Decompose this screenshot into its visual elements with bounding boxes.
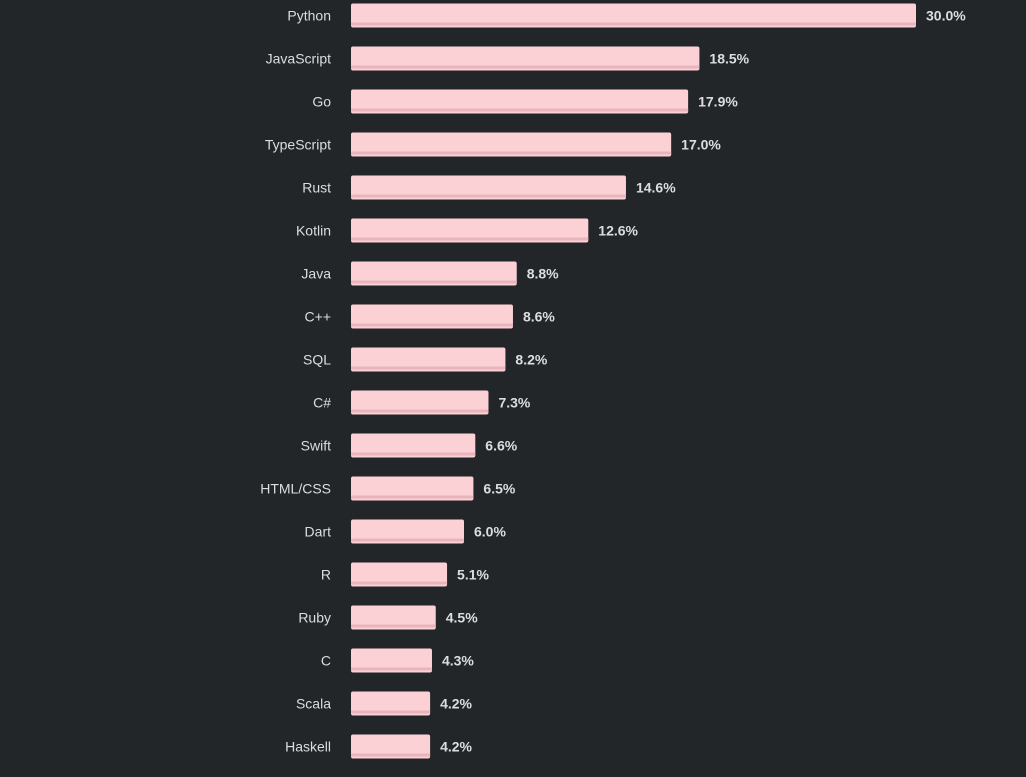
value-label: 17.0% bbox=[681, 137, 721, 153]
bar-shade bbox=[351, 710, 431, 714]
bar-row: Swift 6.6% bbox=[301, 433, 518, 458]
bar-shade bbox=[351, 194, 626, 198]
bar-shade bbox=[351, 495, 474, 499]
bar bbox=[351, 390, 489, 415]
bar-row: Haskell 4.2% bbox=[285, 734, 473, 759]
bar-shade bbox=[351, 753, 431, 757]
category-label: Dart bbox=[305, 524, 332, 540]
value-label: 6.5% bbox=[483, 481, 515, 497]
bar-row: SQL 8.2% bbox=[303, 347, 548, 372]
bar bbox=[351, 132, 672, 157]
bars-group: Python 30.0% JavaScript 18.5% Go 17.9% TypeScr… bbox=[260, 3, 966, 759]
category-label: Rust bbox=[302, 180, 331, 196]
value-label: 12.6% bbox=[598, 223, 638, 239]
bar-row: Java 8.8% bbox=[301, 261, 559, 286]
category-label: Scala bbox=[296, 696, 331, 712]
bar-shade bbox=[351, 667, 432, 671]
value-label: 8.6% bbox=[523, 309, 555, 325]
value-label: 4.2% bbox=[440, 696, 472, 712]
value-label: 18.5% bbox=[709, 51, 749, 67]
bar bbox=[351, 175, 626, 200]
bar-row: C 4.3% bbox=[321, 648, 474, 673]
bar bbox=[351, 605, 436, 630]
category-label: Ruby bbox=[298, 610, 331, 626]
category-label: Kotlin bbox=[296, 223, 331, 239]
bar bbox=[351, 433, 476, 458]
value-label: 14.6% bbox=[636, 180, 676, 196]
bar-shade bbox=[351, 108, 689, 112]
bar-row: JavaScript 18.5% bbox=[266, 46, 750, 71]
bar bbox=[351, 46, 700, 71]
category-label: C# bbox=[313, 395, 331, 411]
category-label: R bbox=[321, 567, 331, 583]
value-label: 6.0% bbox=[474, 524, 506, 540]
category-label: Go bbox=[312, 94, 331, 110]
bar-shade bbox=[351, 452, 476, 456]
bar bbox=[351, 476, 474, 501]
value-label: 6.6% bbox=[485, 438, 517, 454]
bar-shade bbox=[351, 151, 672, 155]
value-label: 7.3% bbox=[498, 395, 530, 411]
bar-shade bbox=[351, 409, 489, 413]
bar-shade bbox=[351, 366, 506, 370]
category-label: JavaScript bbox=[266, 51, 331, 67]
value-label: 5.1% bbox=[457, 567, 489, 583]
category-label: Python bbox=[287, 8, 331, 24]
bar-row: C++ 8.6% bbox=[305, 304, 555, 329]
bar-row: Python 30.0% bbox=[287, 3, 966, 28]
value-label: 17.9% bbox=[698, 94, 738, 110]
bar-row: Go 17.9% bbox=[312, 89, 738, 114]
bar-row: C# 7.3% bbox=[313, 390, 531, 415]
bar bbox=[351, 89, 689, 114]
bar-row: Scala 4.2% bbox=[296, 691, 473, 716]
bar bbox=[351, 347, 506, 372]
bar bbox=[351, 261, 517, 286]
bar-row: Kotlin 12.6% bbox=[296, 218, 639, 243]
category-label: Swift bbox=[301, 438, 331, 454]
value-label: 4.5% bbox=[446, 610, 478, 626]
bar-row: Dart 6.0% bbox=[305, 519, 506, 544]
value-label: 30.0% bbox=[926, 8, 966, 24]
value-label: 8.8% bbox=[527, 266, 559, 282]
bar bbox=[351, 648, 432, 673]
bar-shade bbox=[351, 581, 448, 585]
bar bbox=[351, 3, 916, 28]
bar-row: HTML/CSS 6.5% bbox=[260, 476, 516, 501]
value-label: 8.2% bbox=[515, 352, 547, 368]
value-label: 4.2% bbox=[440, 739, 472, 755]
value-label: 4.3% bbox=[442, 653, 474, 669]
bar-shade bbox=[351, 538, 464, 542]
category-label: SQL bbox=[303, 352, 331, 368]
bar-shade bbox=[351, 280, 517, 284]
bar-shade bbox=[351, 65, 700, 69]
bar-shade bbox=[351, 323, 513, 327]
bar-shade bbox=[351, 624, 436, 628]
bar bbox=[351, 562, 448, 587]
bar bbox=[351, 519, 464, 544]
category-label: C++ bbox=[305, 309, 331, 325]
bar bbox=[351, 734, 431, 759]
bar-row: R 5.1% bbox=[321, 562, 490, 587]
category-label: Haskell bbox=[285, 739, 331, 755]
category-label: HTML/CSS bbox=[260, 481, 331, 497]
bar-shade bbox=[351, 22, 916, 26]
bar-row: Rust 14.6% bbox=[302, 175, 676, 200]
bar bbox=[351, 218, 589, 243]
bar-row: TypeScript 17.0% bbox=[265, 132, 721, 157]
category-label: TypeScript bbox=[265, 137, 331, 153]
bar bbox=[351, 691, 431, 716]
bar-shade bbox=[351, 237, 589, 241]
bar bbox=[351, 304, 513, 329]
category-label: Java bbox=[301, 266, 331, 282]
bar-row: Ruby 4.5% bbox=[298, 605, 478, 630]
category-label: C bbox=[321, 653, 331, 669]
